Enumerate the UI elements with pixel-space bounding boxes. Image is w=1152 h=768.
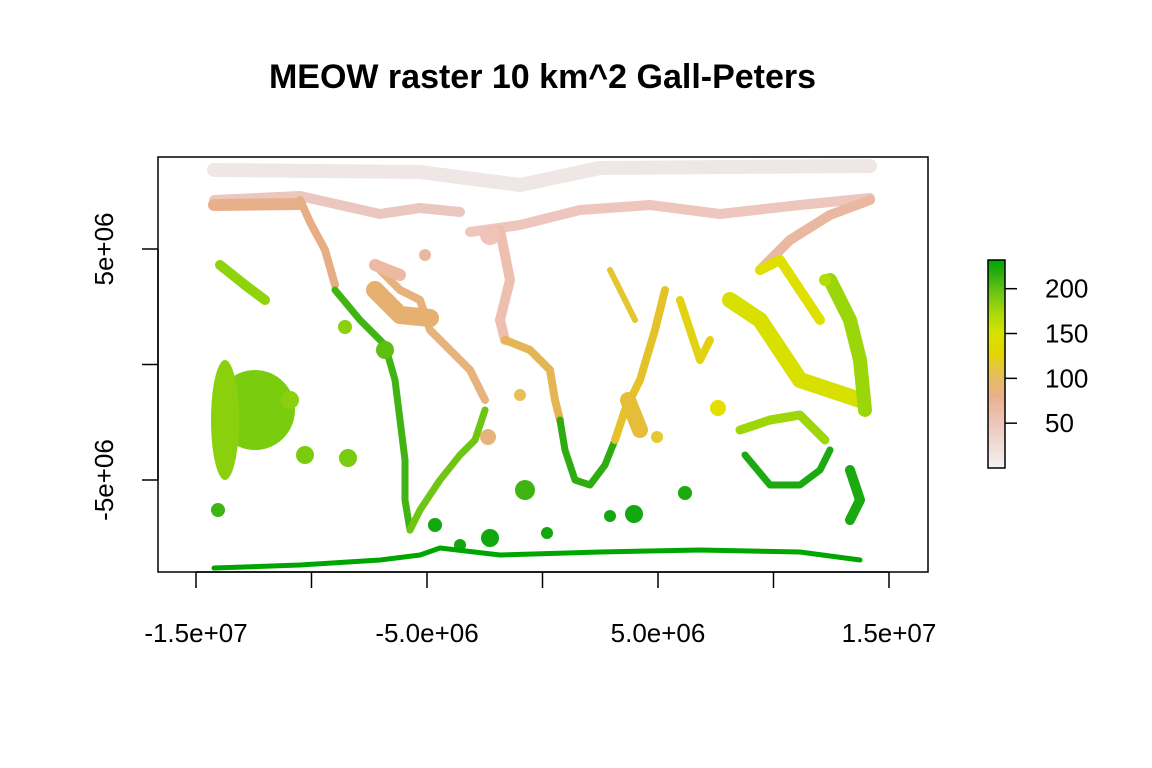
legend: 200 150 100 50 xyxy=(987,259,1088,469)
africa-west xyxy=(501,336,564,424)
north-pacific-west xyxy=(208,198,306,211)
x-tick-label: 5.0e+06 xyxy=(611,618,706,648)
y-tick-label: -5e+06 xyxy=(89,439,119,521)
x-tick-label: -1.5e+07 xyxy=(144,618,247,648)
legend-tick-label: 50 xyxy=(1045,408,1074,438)
australia-north xyxy=(735,410,830,445)
west-pacific xyxy=(823,273,872,417)
arctic-eurasia xyxy=(465,193,875,237)
antarctica-coast xyxy=(211,545,863,571)
na-east-coast xyxy=(376,266,489,404)
raster-layer xyxy=(207,159,877,571)
madagascar xyxy=(620,392,648,438)
legend-colorbar xyxy=(987,259,1006,469)
galapagos xyxy=(376,341,394,359)
caribbean xyxy=(366,281,439,327)
legend-tick-label: 150 xyxy=(1045,319,1088,349)
new-zealand xyxy=(845,465,865,525)
se-asia xyxy=(722,292,868,408)
sa-east-coast xyxy=(406,406,489,534)
pacific-west-edge xyxy=(211,360,239,480)
legend-tick-label: 200 xyxy=(1045,274,1088,304)
red-sea xyxy=(607,267,638,323)
y-axis: 5e+06 -5e+06 xyxy=(89,212,159,521)
sa-west-coast xyxy=(331,286,414,534)
east-asia xyxy=(755,255,825,325)
arctic-band xyxy=(207,159,877,192)
x-tick-label: 1.5e+07 xyxy=(842,618,937,648)
na-west-coast xyxy=(296,196,339,289)
y-tick-label: 5e+06 xyxy=(89,212,119,285)
x-axis: -1.5e+07 -5.0e+06 5.0e+06 1.5e+07 xyxy=(144,571,937,648)
map-title: MEOW raster 10 km^2 Gall-Peters xyxy=(268,58,817,96)
x-tick-label: -5.0e+06 xyxy=(375,618,478,648)
legend-tick-label: 100 xyxy=(1045,363,1088,393)
india xyxy=(676,296,714,364)
africa-south xyxy=(556,416,619,489)
arctic-north-america xyxy=(209,191,465,219)
north-pacific-east xyxy=(755,195,875,275)
australia-south xyxy=(741,446,834,489)
africa-east xyxy=(611,286,669,444)
hudson xyxy=(369,259,406,281)
europe-coast xyxy=(495,225,515,345)
hawaii xyxy=(215,260,270,305)
